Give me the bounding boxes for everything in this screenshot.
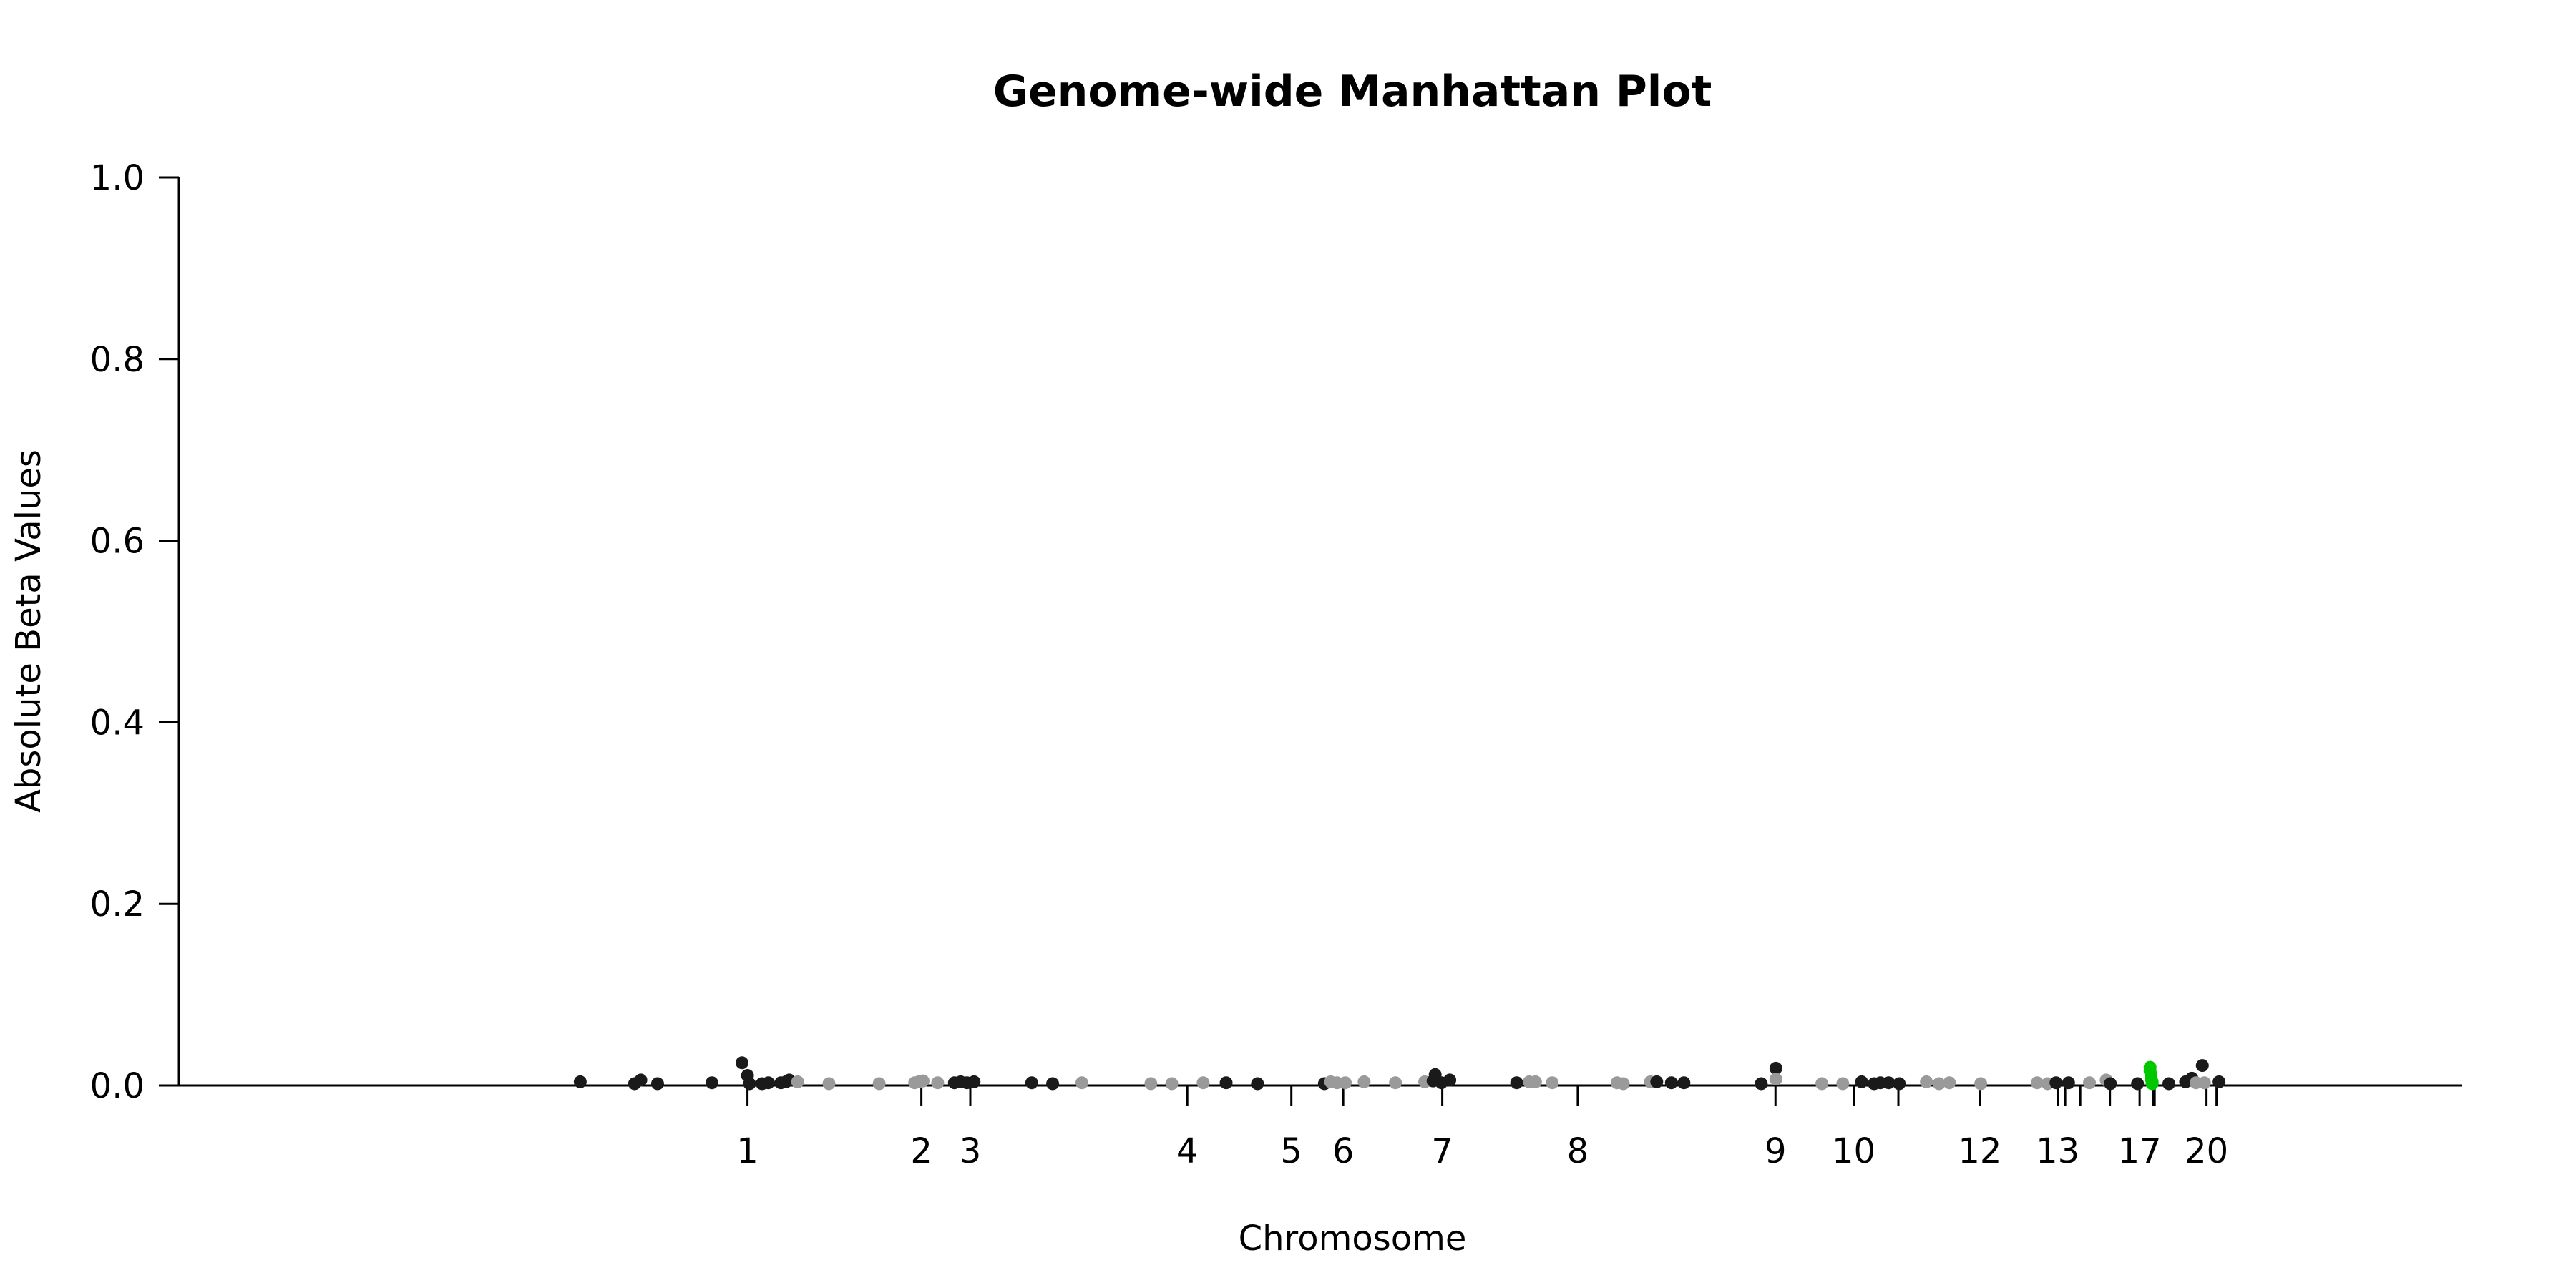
x-tick-label: 20 xyxy=(2185,1131,2228,1171)
data-point xyxy=(1075,1076,1088,1090)
y-axis: 0.0 0.2 0.4 0.6 0.8 1.0 xyxy=(90,158,180,1106)
x-tick-label: 10 xyxy=(1832,1131,1875,1171)
y-tick-label: 0.4 xyxy=(90,703,145,743)
data-point xyxy=(872,1077,886,1091)
y-tick-label: 0.6 xyxy=(90,522,145,562)
data-point xyxy=(822,1077,836,1091)
x-tick-label: 5 xyxy=(1280,1131,1302,1171)
data-point xyxy=(761,1076,775,1090)
data-point xyxy=(1932,1077,1946,1091)
data-point xyxy=(1815,1077,1829,1091)
y-tick-label: 0.8 xyxy=(90,340,145,380)
x-axis-label: Chromosome xyxy=(1239,1219,1467,1259)
data-point xyxy=(1144,1077,1158,1091)
data-point xyxy=(1219,1076,1233,1090)
data-point xyxy=(1165,1077,1179,1091)
data-point xyxy=(2162,1077,2176,1091)
data-point xyxy=(916,1074,930,1088)
data-point xyxy=(1616,1077,1630,1091)
data-point xyxy=(1025,1076,1038,1090)
data-point xyxy=(1443,1073,1457,1087)
data-point xyxy=(634,1073,648,1087)
y-tick-label: 1.0 xyxy=(90,158,145,198)
x-tick-label: 4 xyxy=(1176,1131,1199,1171)
x-tick-label: 3 xyxy=(960,1131,982,1171)
data-point xyxy=(1510,1076,1523,1090)
data-point xyxy=(1893,1077,1906,1091)
data-points xyxy=(573,1056,2226,1091)
y-tick-label: 0.2 xyxy=(90,884,145,924)
data-point xyxy=(1882,1076,1896,1090)
data-point xyxy=(2083,1076,2097,1090)
data-point xyxy=(931,1076,945,1090)
data-point xyxy=(1046,1077,1060,1091)
data-point xyxy=(1836,1077,1850,1091)
data-point xyxy=(1769,1061,1782,1075)
x-tick-label: 13 xyxy=(2036,1131,2079,1171)
data-point xyxy=(1389,1076,1402,1090)
y-tick-label: 0.0 xyxy=(90,1066,145,1106)
x-axis: 1 2 3 4 5 6 7 8 9 10 12 13 17 20 xyxy=(179,1084,2462,1171)
data-point xyxy=(1769,1073,1782,1086)
x-tick-label: 1 xyxy=(736,1131,758,1171)
chart-title: Genome-wide Manhattan Plot xyxy=(993,67,1712,117)
y-axis-label: Absolute Beta Values xyxy=(9,449,49,813)
data-point xyxy=(1677,1076,1691,1090)
data-point xyxy=(967,1075,981,1088)
data-point xyxy=(2131,1077,2145,1091)
data-point xyxy=(1650,1075,1664,1088)
data-point xyxy=(1339,1076,1352,1090)
x-tick-label: 7 xyxy=(1431,1131,1453,1171)
data-point xyxy=(1755,1077,1768,1091)
data-point xyxy=(1920,1075,1933,1088)
data-point xyxy=(2030,1076,2044,1090)
data-point xyxy=(1357,1075,1371,1088)
data-point xyxy=(1943,1076,1956,1090)
x-tick-label: 8 xyxy=(1567,1131,1589,1171)
data-point xyxy=(1546,1076,1559,1090)
data-point xyxy=(1528,1075,1542,1088)
data-point xyxy=(650,1077,664,1091)
data-point xyxy=(791,1075,804,1088)
data-point xyxy=(1974,1077,1988,1091)
data-point xyxy=(2062,1076,2075,1090)
x-tick-label: 6 xyxy=(1332,1131,1355,1171)
highlighted-point xyxy=(2145,1077,2159,1091)
data-point xyxy=(2049,1076,2063,1090)
data-point xyxy=(1196,1076,1210,1090)
data-point xyxy=(2197,1076,2211,1090)
data-point xyxy=(705,1076,718,1090)
x-tick-label: 12 xyxy=(1958,1131,2001,1171)
x-tick-label: 17 xyxy=(2118,1131,2162,1171)
data-point xyxy=(573,1075,587,1088)
data-point xyxy=(1251,1077,1264,1091)
x-tick-label: 9 xyxy=(1765,1131,1787,1171)
data-point xyxy=(1664,1076,1678,1090)
data-point xyxy=(2195,1059,2209,1073)
x-tick-label: 2 xyxy=(910,1131,932,1171)
data-point xyxy=(743,1077,756,1091)
data-point xyxy=(2104,1077,2117,1091)
data-point xyxy=(735,1056,748,1070)
data-point xyxy=(2212,1075,2226,1088)
data-point xyxy=(1855,1075,1868,1088)
